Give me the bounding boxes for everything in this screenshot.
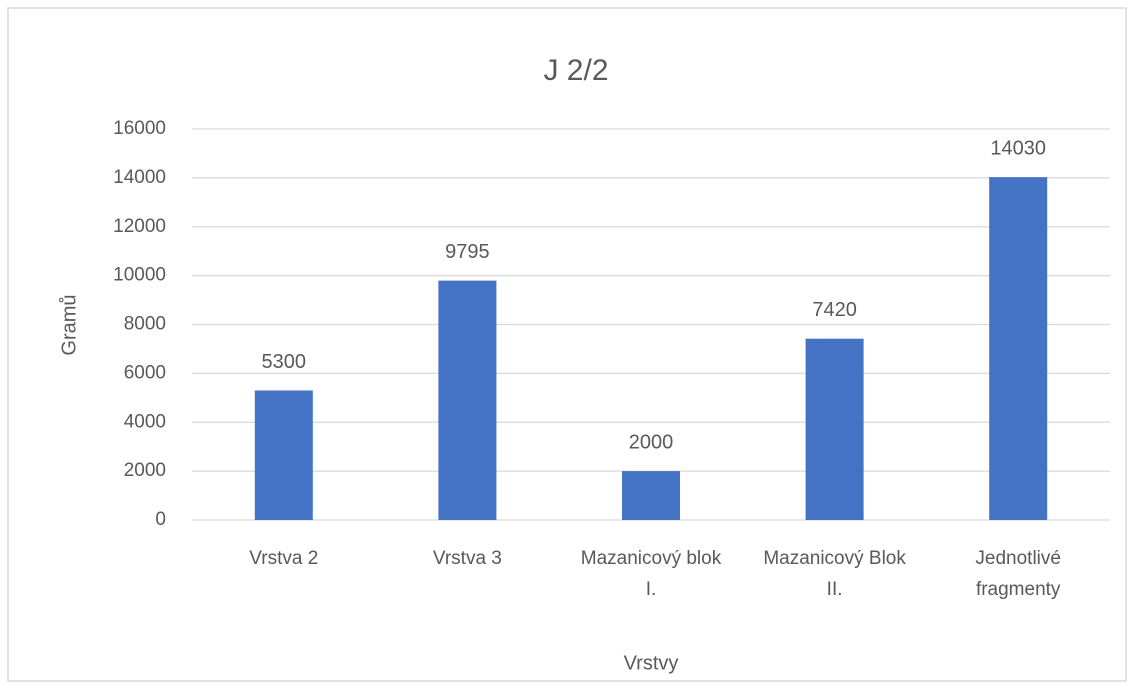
- x-tick-label: Jednotlivé fragmenty: [975, 548, 1061, 600]
- y-tick-label: 0: [155, 509, 166, 530]
- y-tick-label: 2000: [124, 460, 166, 481]
- data-label: 7420: [812, 299, 857, 321]
- y-tick-label: 6000: [124, 362, 166, 383]
- bar: [622, 471, 680, 520]
- y-tick-label: 12000: [113, 216, 166, 237]
- x-tick-label: Vrstva 3: [432, 548, 502, 569]
- y-tick-label: 14000: [113, 167, 166, 188]
- x-tick-label: Vrstva 2: [249, 548, 319, 569]
- data-label: 5300: [262, 351, 307, 373]
- chart-frame: [7, 7, 1127, 682]
- y-tick-label: 8000: [124, 314, 166, 335]
- y-tick-label: 16000: [113, 118, 166, 139]
- bar: [989, 177, 1048, 520]
- y-tick-label: 10000: [113, 265, 166, 286]
- x-tick-label: Mazanicový blok I.: [580, 548, 722, 600]
- data-label: 14030: [990, 137, 1046, 159]
- x-axis-title: Vrstvy: [624, 652, 679, 674]
- data-label: 9795: [445, 241, 490, 263]
- data-label: 2000: [629, 431, 674, 453]
- y-axis-title: Gramů: [58, 294, 80, 355]
- bar: [805, 338, 864, 520]
- x-tick-label: Mazanicový Blok II.: [763, 548, 906, 600]
- bar: [254, 390, 313, 520]
- bar: [438, 280, 497, 520]
- y-tick-label: 4000: [124, 411, 166, 432]
- chart-title: J 2/2: [543, 54, 608, 87]
